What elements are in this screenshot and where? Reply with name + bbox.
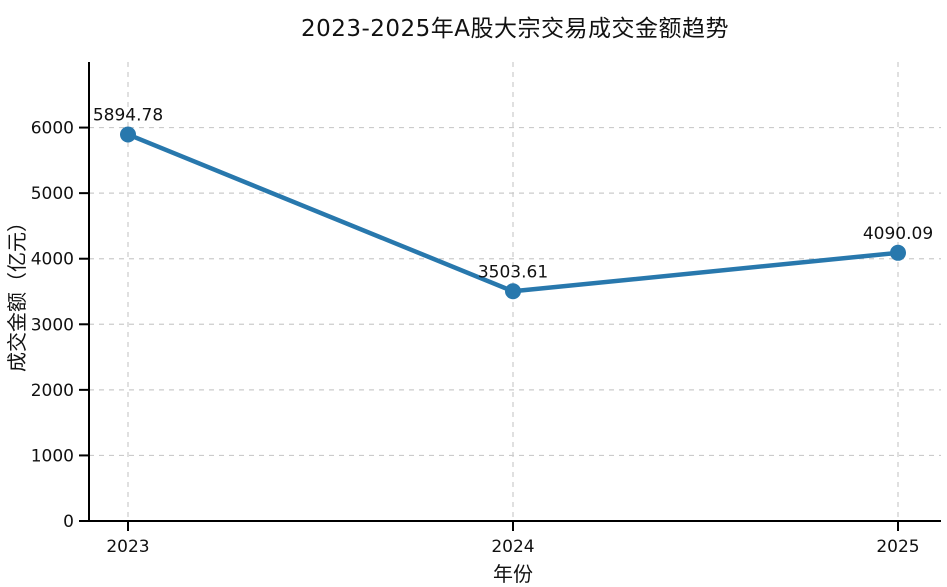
data-point-marker — [890, 244, 906, 261]
axes-spines — [88, 62, 941, 522]
y-tick-label: 1000 — [31, 446, 74, 466]
data-point-label: 4090.09 — [863, 224, 933, 244]
data-point-label: 3503.61 — [478, 262, 548, 282]
x-tick-label: 2023 — [106, 537, 149, 557]
y-tick-label: 2000 — [31, 381, 74, 401]
y-tick-label: 0 — [63, 512, 74, 532]
x-tick-label: 2025 — [876, 537, 919, 557]
y-tick-label: 5000 — [31, 184, 74, 204]
data-point-marker — [505, 283, 521, 300]
data-series — [120, 126, 906, 300]
y-tick-label: 4000 — [31, 250, 74, 270]
y-axis-label: 成交金额（亿元） — [5, 212, 29, 372]
x-tick-label: 2024 — [491, 537, 534, 557]
y-tick-label: 6000 — [31, 119, 74, 139]
tick-marks — [79, 126, 899, 531]
point-annotations: 5894.78 3503.61 4090.09 — [93, 105, 933, 282]
data-point-label: 5894.78 — [93, 105, 163, 125]
y-tick-label: 3000 — [31, 315, 74, 335]
data-point-marker — [120, 126, 136, 143]
chart-title: 2023-2025年A股大宗交易成交金额趋势 — [300, 16, 730, 42]
tick-labels: 0 1000 2000 3000 4000 5000 6000 2023 2024 2025 — [31, 119, 920, 557]
gridlines — [89, 62, 941, 521]
x-axis-label: 年份 — [493, 562, 533, 586]
